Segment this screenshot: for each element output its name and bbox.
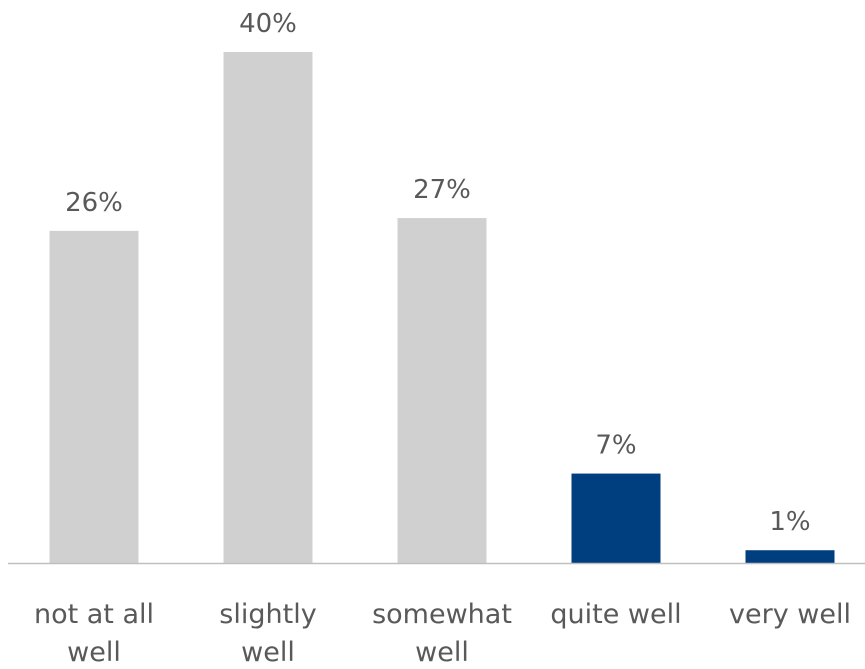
- category-label-line: very well: [729, 599, 851, 630]
- bar-slightly-well: [223, 52, 313, 563]
- category-label-line: well: [415, 637, 469, 668]
- value-label-somewhat-well: 27%: [413, 175, 471, 205]
- category-label-quite-well: quite well: [550, 599, 681, 630]
- category-label-not-at-all-well: not at all well: [34, 599, 154, 668]
- value-label-very-well: 1%: [769, 507, 810, 537]
- category-label-somewhat-well: somewhat well: [372, 599, 512, 668]
- category-label-slightly-well: slightly well: [219, 599, 316, 668]
- category-label-very-well: very well: [729, 599, 851, 630]
- category-label-line: well: [67, 637, 121, 668]
- value-label-not-at-all-well: 26%: [65, 188, 123, 218]
- bar-quite-well: [571, 473, 661, 563]
- value-label-slightly-well: 40%: [239, 9, 297, 39]
- value-label-quite-well: 7%: [595, 431, 636, 461]
- category-label-line: quite well: [550, 599, 681, 630]
- value-labels-group: 26% 40% 27% 7% 1%: [65, 9, 811, 537]
- category-label-line: not at all: [34, 599, 154, 630]
- bar-very-well: [745, 550, 835, 563]
- bars-group: [49, 52, 835, 563]
- category-label-line: slightly: [219, 599, 316, 630]
- bar-not-at-all-well: [49, 230, 139, 563]
- category-labels-group: not at all well slightly well somewhat well qu…: [34, 599, 851, 668]
- bar-somewhat-well: [397, 218, 487, 563]
- category-label-line: somewhat: [372, 599, 512, 630]
- category-label-line: well: [241, 637, 295, 668]
